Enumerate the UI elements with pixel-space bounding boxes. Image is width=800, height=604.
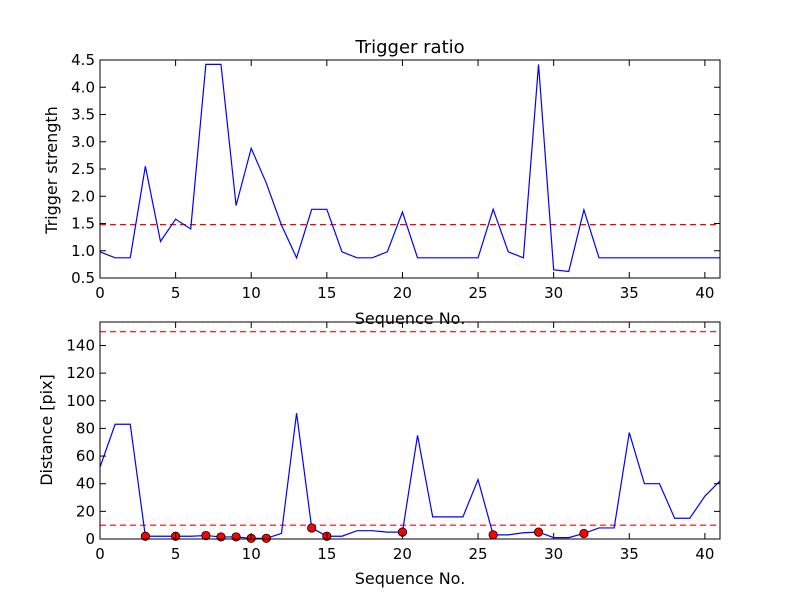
top-x-tick-label-35: 35 [620,284,639,302]
bottom-marker-10 [488,530,498,540]
bottom-x-tick-label-5: 5 [171,545,181,563]
bottom-x-tick-label-20: 20 [393,545,412,563]
bottom-marker-0 [140,531,150,541]
top-y-tick-label-1: 1.0 [71,242,95,260]
bottom-marker-7 [307,523,317,533]
bottom-x-axis-label: Sequence No. [355,569,466,588]
top-x-axis-label: Sequence No. [355,309,466,328]
bottom-marker-2 [201,530,211,541]
top-x-tick-label-30: 30 [544,284,563,302]
bottom-plot-frame [99,321,721,540]
top-x-tick-label-20: 20 [393,284,412,302]
bottom-x-tick-label-0: 0 [95,545,105,563]
top-x-tick-label-15: 15 [317,284,336,302]
top-y-tick-label-1.5: 1.5 [71,215,95,233]
top-x-tick-label-10: 10 [242,284,261,302]
bottom-y-tick-label-0: 0 [85,530,95,548]
top-x-tick-label-25: 25 [469,284,488,302]
bottom-x-tick-label-15: 15 [317,545,336,563]
top-y-tick-label-2.5: 2.5 [71,160,95,178]
top-x-tick-label-40: 40 [695,284,714,302]
bottom-marker-11 [533,527,544,537]
bottom-y-tick-label-60: 60 [76,447,95,465]
top-x-tick-label-0: 0 [95,284,105,302]
top-x-tick-label-5: 5 [171,284,181,302]
bottom-x-tick-label-30: 30 [544,545,563,563]
top-series-line-0 [100,63,720,273]
bottom-y-tick-label-40: 40 [76,475,95,493]
plots-layer: 0 5 10 15 20 25 30 35 40 0.5 1.0 1.5 2.0 2.5 3.0 3.5 4.0… [66,51,721,563]
top-y-axis-label: Trigger strength [42,106,61,235]
bottom-series-line-0 [100,413,720,539]
top-y-tick-label-4: 4.0 [71,78,95,96]
top-plot-frame [99,59,721,279]
bottom-y-tick-label-20: 20 [76,502,95,520]
bottom-y-axis-label: Distance [pix] [37,374,56,486]
bottom-marker-12 [579,528,589,539]
bottom-marker-4 [231,532,241,542]
top-y-tick-label-4.5: 4.5 [71,51,95,69]
top-y-tick-label-3.5: 3.5 [71,106,95,124]
bottom-x-tick-label-35: 35 [620,545,639,563]
top-y-tick-label-2: 2.0 [71,187,95,205]
bottom-x-tick-label-40: 40 [695,545,714,563]
bottom-x-tick-label-10: 10 [242,545,261,563]
top-y-tick-label-3: 3.0 [71,133,95,151]
bottom-x-tick-label-25: 25 [469,545,488,563]
top-y-tick-label-0.5: 0.5 [71,269,95,287]
bottom-y-tick-label-120: 120 [66,364,95,382]
bottom-y-tick-label-100: 100 [66,392,95,410]
bottom-marker-6 [261,533,271,543]
bottom-y-tick-label-80: 80 [76,419,95,437]
bottom-y-tick-label-140: 140 [66,336,95,354]
bottom-marker-3 [216,532,226,542]
chart-title: Trigger ratio [354,37,464,58]
